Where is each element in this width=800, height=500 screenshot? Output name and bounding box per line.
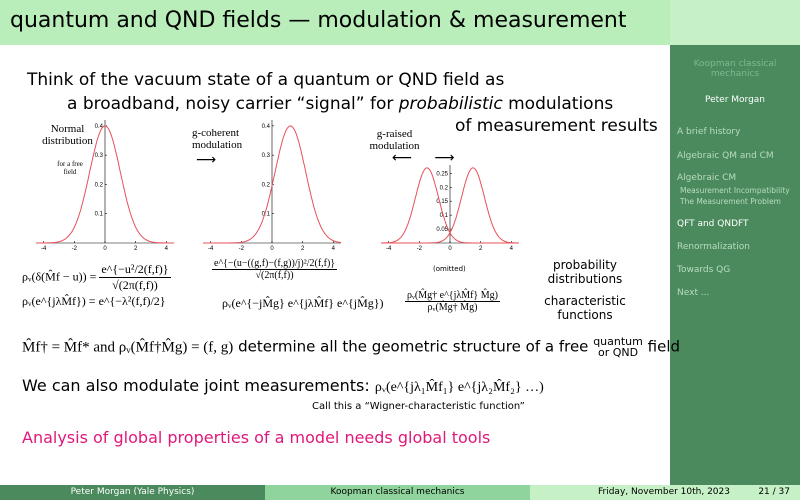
intro-line: of measurement results [455,116,658,136]
denominator: √(2π(f,f)) [112,278,158,292]
numerator: ρᵥ(M̂g† e^{jλM̂f} M̂g) [405,290,500,302]
numerator: e^{−u²/2(f,f)} [99,262,171,278]
arrow: ⟵ ⟶ [392,150,455,166]
formula: e^{−(u−((g,f)−(f,g))/j)²/2(f,f)} √(2π(f,f… [212,258,338,281]
y-tick-label: 0.05 [436,227,448,233]
y-tick-label: 0.1 [95,212,104,218]
footer-right: Friday, November 10th, 2023 21 / 37 [530,485,800,500]
formula-part: ρᵥ(δ(M̂f − u)) = [22,269,97,284]
joint-line: We can also modulate joint measurements:… [22,376,544,396]
plot-note: for a free field [57,160,83,176]
header-corner [670,0,800,45]
emphasis: probabilistic [398,94,503,114]
nav-item[interactable]: Towards QG [677,265,731,275]
y-tick-label: 0.1 [262,212,271,218]
text: a broadband, noisy carrier “signal” for [67,94,394,114]
x-tick-label: -2 [417,246,423,252]
footer-page: 21 / 37 [758,487,790,497]
nav-item-current[interactable]: QFT and QNDFT [677,219,749,229]
y-tick-label: 0.15 [436,199,448,205]
y-tick-label: 0.3 [262,153,271,159]
sup: quantum [593,335,643,348]
x-tick-label: 2 [301,246,305,252]
plot: -4 -2 0 2 4 0.1 0.2 0.3 0.4 [36,120,174,252]
denominator: ρᵥ(M̂g† M̂g) [427,302,478,313]
sidebar-author: Peter Morgan [704,95,766,105]
y-tick-label: 0.25 [436,171,448,177]
plot-label: g-coherent modulation [192,127,243,151]
nav-item[interactable]: Algebraic CM [677,173,737,183]
note: Call this a “Wigner-characteristic funct… [312,401,525,412]
formula: ρᵥ(e^{−jM̂g} e^{jλM̂f} e^{jM̂g}) [222,296,384,310]
x-tick-label: 0 [270,246,274,252]
formula: M̂f† = M̂f* and ρᵥ(M̂f†M̂g) = (f, g) [22,339,234,356]
text: field [647,337,681,356]
plot: -4 -2 0 2 4 0.1 0.2 0.3 0.4 [203,120,342,252]
side-label: characteristic functions [544,294,626,322]
nav-item[interactable]: Algebraic QM and CM [677,151,774,161]
x-tick-label: -4 [208,246,214,252]
nav-subitem[interactable]: Measurement Incompatibility [680,186,790,195]
slide-title: quantum and QND fields — modulation & me… [10,8,627,33]
plot-label: Normal distribution [42,123,93,147]
y-tick-label: 0.2 [262,182,271,188]
y-tick-label: 0.4 [262,124,271,130]
x-tick-label: -2 [72,246,78,252]
plot-label: g-raised modulation [369,128,420,152]
y-tick-label: 0.2 [440,185,449,191]
sidebar: Koopman classical mechanics Peter Morgan… [670,45,800,485]
density-curve [381,167,519,244]
sidebar-talk: Koopman classical mechanics [693,59,777,79]
x-tick-label: -2 [239,246,245,252]
intro-line: Think of the vacuum state of a quantum o… [27,70,505,90]
formula: ρᵥ(e^{jλM̂f}) = e^{−λ²(f,f)/2} [22,294,166,308]
conclusion: Analysis of global properties of a model… [22,428,491,447]
plot: -4 -2 0 2 4 0.05 0.1 0.15 0.2 0.25 [381,165,519,252]
y-tick-label: 0.4 [95,124,104,130]
side-label: probability distributions [547,258,623,286]
x-tick-label: 4 [165,246,169,252]
density-curve [36,125,174,244]
formula: ρᵥ(M̂g† e^{jλM̂f} M̂g) ρᵥ(M̂g† M̂g) [405,290,500,313]
x-tick-label: 4 [510,246,514,252]
footer-author: Peter Morgan (Yale Physics) [0,485,265,500]
nav-item[interactable]: Renormalization [677,242,750,252]
nav-item[interactable]: Next ... [677,288,710,298]
denominator: √(2π(f,f)) [255,270,294,281]
intro-line: a broadband, noisy carrier “signal” for … [67,94,613,114]
footer-date: Friday, November 10th, 2023 [598,487,730,497]
text: modulations [508,94,614,114]
x-tick-label: -4 [386,246,392,252]
fraction: e^{−u²/2(f,f)} √(2π(f,f)) [99,262,171,293]
header-bar [0,0,670,45]
x-tick-label: -4 [41,246,47,252]
x-tick-label: 4 [332,246,336,252]
y-tick-label: 0.1 [440,213,449,219]
note: (omitted) [433,265,466,273]
formula: ρᵥ(δ(M̂f − u)) = e^{−u²/2(f,f)} √(2π(f,f)… [22,262,171,293]
footer-talk: Koopman classical mechanics [265,485,530,500]
text: We can also modulate joint measurements: [22,376,370,395]
stack: quantum or QND [593,336,643,358]
nav-item[interactable]: A brief history [677,127,741,137]
numerator: e^{−(u−((g,f)−(f,g))/j)²/2(f,f)} [212,258,338,270]
x-tick-label: 2 [134,246,138,252]
density-curve [203,125,342,244]
fraction: ρᵥ(M̂g† e^{jλM̂f} M̂g) ρᵥ(M̂g† M̂g) [405,290,500,313]
arrow: ⟶ [196,152,217,168]
x-tick-label: 0 [103,246,107,252]
text: determine all the geometric structure of… [238,337,589,356]
nav-subitem[interactable]: The Measurement Problem [680,197,781,206]
fraction: e^{−(u−((g,f)−(f,g))/j)²/2(f,f)} √(2π(f,f… [212,258,338,281]
y-tick-label: 0.2 [95,182,104,188]
structure-line: M̂f† = M̂f* and ρᵥ(M̂f†M̂g) = (f, g) det… [22,336,680,358]
x-tick-label: 0 [448,246,452,252]
x-tick-label: 2 [479,246,483,252]
sub: or QND [597,346,639,359]
formula: ρᵥ(e^{jλ₁M̂f₁} e^{jλ₂M̂f₂} …) [374,380,544,395]
y-tick-label: 0.3 [95,153,104,159]
